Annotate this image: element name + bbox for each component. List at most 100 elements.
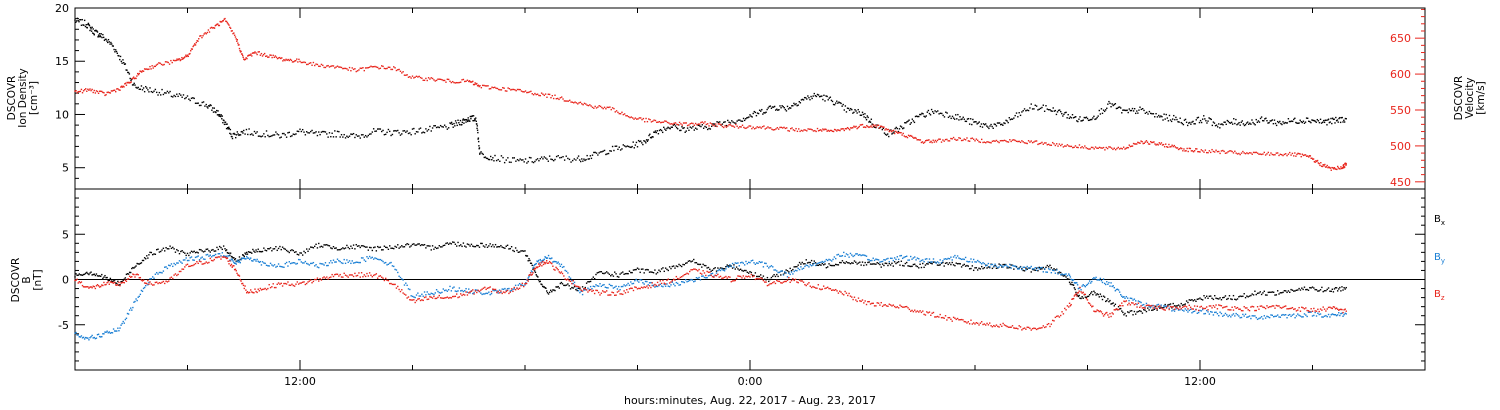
density-point: [696, 128, 698, 130]
bx-point: [693, 258, 695, 261]
bx-point: [1046, 264, 1049, 267]
velocity-point: [719, 123, 721, 125]
velocity-point: [1248, 152, 1251, 154]
bz-point: [104, 284, 106, 286]
density-point: [1195, 119, 1197, 121]
bx-point: [830, 264, 833, 267]
by-point: [923, 260, 925, 263]
velocity-point: [296, 58, 298, 60]
density-point: [221, 115, 224, 117]
density-point: [953, 118, 956, 120]
velocity-point: [1230, 150, 1232, 152]
by-point: [1220, 312, 1223, 315]
bx-point: [1231, 298, 1233, 301]
velocity-point: [1267, 151, 1270, 154]
bx-point: [951, 261, 953, 264]
density-point: [1299, 119, 1301, 121]
bx-point: [196, 251, 198, 253]
bz-point: [372, 274, 375, 277]
velocity-point: [1259, 153, 1261, 155]
density-point: [992, 127, 994, 129]
by-point: [797, 267, 799, 270]
bx-point: [1062, 275, 1065, 277]
density-point: [524, 158, 527, 160]
by-point: [554, 260, 556, 263]
by-point: [1266, 315, 1268, 318]
velocity-point: [788, 130, 791, 132]
velocity-point: [217, 24, 220, 27]
density-point: [1197, 116, 1200, 119]
velocity-point: [843, 129, 845, 132]
by-point: [1108, 281, 1110, 284]
velocity-point: [867, 125, 869, 128]
density-point: [528, 156, 531, 159]
by-point: [605, 287, 608, 289]
by-point: [518, 282, 521, 285]
density-point: [150, 90, 153, 93]
density-point: [586, 154, 588, 157]
density-point: [1054, 109, 1057, 112]
bx-point: [285, 249, 288, 252]
bx-point: [571, 286, 573, 289]
by-point: [671, 281, 674, 283]
velocity-point: [1294, 152, 1296, 154]
bx-point: [434, 246, 436, 249]
by-point: [860, 254, 862, 257]
bz-point: [340, 276, 343, 278]
density-point: [180, 94, 182, 96]
velocity-point: [522, 91, 524, 93]
bx-point: [356, 245, 359, 247]
velocity-point: [331, 65, 333, 67]
by-point: [589, 285, 592, 288]
bx-point: [1151, 309, 1153, 312]
velocity-point: [518, 88, 520, 91]
bx-point: [194, 251, 197, 254]
density-point: [272, 134, 274, 136]
bz-point: [133, 273, 135, 276]
density-point: [129, 77, 131, 80]
velocity-point: [308, 62, 311, 65]
density-point: [1276, 120, 1279, 123]
bx-point: [1340, 290, 1342, 292]
velocity-point: [332, 65, 335, 67]
bx-point: [976, 269, 979, 271]
velocity-point: [1098, 146, 1101, 149]
density-point: [712, 123, 714, 125]
density-point: [692, 125, 694, 128]
density-point: [170, 95, 173, 98]
by-point: [394, 268, 396, 271]
by-point: [538, 262, 541, 264]
bx-point: [567, 283, 569, 285]
by-point: [502, 288, 505, 291]
density-point: [452, 126, 454, 128]
by-point: [1264, 317, 1267, 319]
bz-point: [326, 276, 328, 278]
bx-point: [1073, 287, 1076, 289]
by-point: [608, 283, 611, 286]
velocity-point: [466, 79, 469, 81]
bz-point: [685, 273, 687, 275]
bx-point: [861, 261, 864, 263]
by-point: [591, 288, 593, 290]
bz-point: [804, 283, 806, 286]
velocity-point: [1342, 165, 1345, 167]
by-point: [311, 262, 313, 265]
velocity-point: [1345, 163, 1347, 165]
by-point: [224, 255, 226, 257]
density-point: [681, 126, 683, 128]
velocity-point: [363, 69, 365, 72]
velocity-point: [771, 128, 773, 131]
bz-point: [271, 286, 273, 288]
density-point: [1014, 114, 1016, 117]
by-point: [1077, 287, 1080, 290]
by-point: [257, 260, 259, 263]
bx-point: [291, 249, 293, 251]
density-point: [637, 139, 640, 142]
by-point: [647, 284, 649, 286]
by-point: [755, 262, 758, 264]
velocity-point: [96, 90, 99, 93]
density-point: [630, 146, 632, 149]
velocity-point: [226, 22, 229, 24]
bz-point: [741, 277, 743, 279]
bx-point: [376, 245, 379, 248]
